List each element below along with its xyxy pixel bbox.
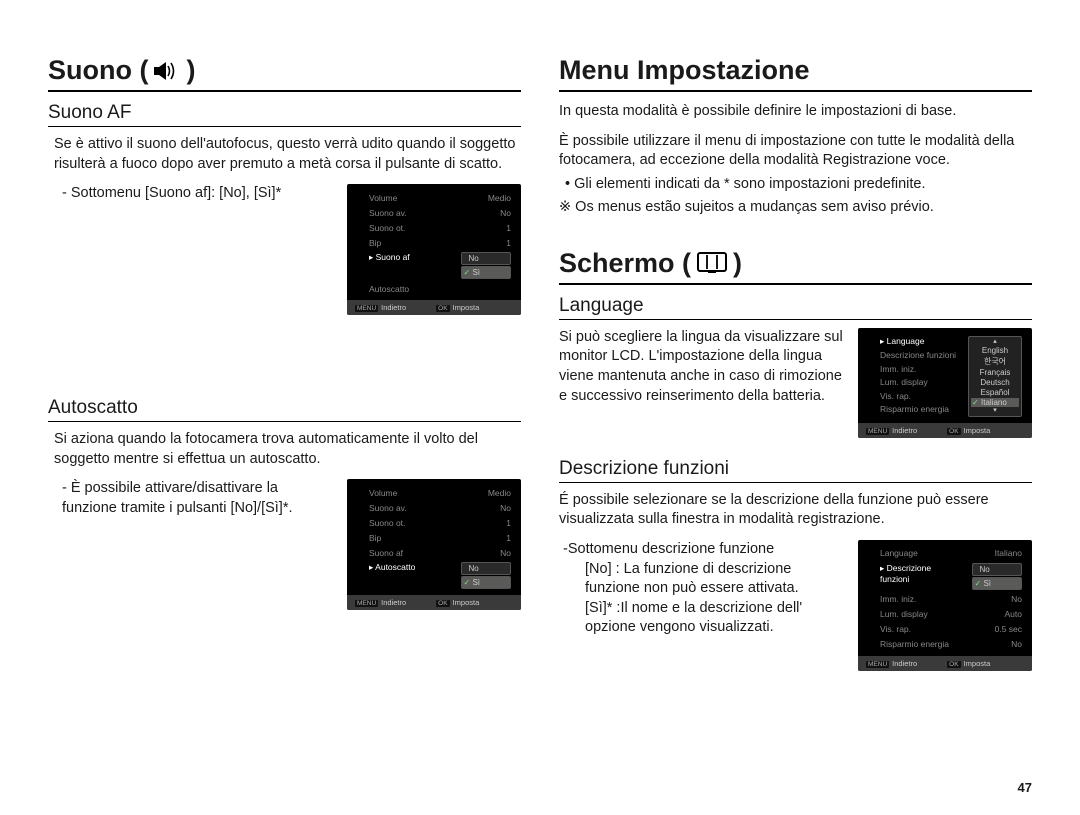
heading-schermo: Schermo ( ): [559, 248, 1032, 285]
descr-no: [No] : La funzione di descrizione funzio…: [559, 560, 844, 599]
sound-af-active: ▸ Suono af: [369, 252, 410, 263]
h1-text: Suono (: [48, 55, 148, 86]
menu-note: ※ Os menus estão sujeitos a mudanças sem…: [559, 198, 1032, 218]
descr-si: [Sì]* :Il nome e la descrizione dell' op…: [559, 599, 844, 638]
descr-sub-title: -Sottomenu descrizione funzione: [559, 540, 844, 560]
option-si: Sì: [972, 577, 1022, 590]
option-no: No: [972, 563, 1022, 576]
suono-af-sub: - Sottomenu [Suono af]: [No], [Sì]*: [48, 184, 333, 204]
speaker-icon: [154, 60, 180, 82]
language-body: Si può scegliere la lingua da visualizza…: [559, 328, 844, 406]
h1-close: ): [186, 55, 195, 86]
menu-body2: È possibile utilizzare il menu di impost…: [559, 132, 1032, 171]
right-column: Menu Impostazione In questa modalità è p…: [559, 55, 1032, 707]
autoscatto-active: ▸ Autoscatto: [369, 562, 415, 573]
autoscatto-body: Si aziona quando la fotocamera trova aut…: [48, 430, 521, 469]
subheading-descrizione: Descrizione funzioni: [559, 458, 1032, 483]
menu-body1: In questa modalità è possibile definire …: [559, 102, 1032, 122]
option-si: Sì: [461, 266, 511, 279]
camera-screen-descr: LanguageItaliano ▸ Descrizione funzioni …: [858, 540, 1032, 671]
subheading-autoscatto: Autoscatto: [48, 397, 521, 422]
screen-footer: MENUIndietro OKImposta: [347, 595, 521, 610]
language-dropdown: ▴ English 한국어 Français Deutsch Español I…: [968, 336, 1022, 417]
camera-screen-autoscatto: VolumeMedio Suono av.No Suono ot.1 Bip1 …: [347, 479, 521, 610]
screen-footer: MENUIndietro OKImposta: [858, 423, 1032, 438]
autoscatto-sub: - È possibile attivare/disattivare la fu…: [48, 479, 333, 518]
lang-active: ▸ Language: [880, 336, 956, 347]
lang-selected: Italiano: [971, 398, 1019, 407]
screen-footer: MENUIndietro OKImposta: [347, 300, 521, 315]
heading-suono: Suono ( ): [48, 55, 521, 92]
option-no: No: [461, 562, 511, 575]
descr-body: É possibile selezionare se la descrizion…: [559, 491, 1032, 530]
screen-footer: MENUIndietro OKImposta: [858, 656, 1032, 671]
option-no: No: [461, 252, 511, 265]
menu-bullet: • Gli elementi indicati da * sono impost…: [559, 175, 1032, 195]
left-column: Suono ( ) Suono AF Se è attivo il suono …: [48, 55, 521, 707]
option-si: Sì: [461, 576, 511, 589]
suono-af-body: Se è attivo il suono dell'autofocus, que…: [48, 135, 521, 174]
page-number: 47: [1018, 780, 1032, 795]
subheading-language: Language: [559, 295, 1032, 320]
monitor-icon: [697, 252, 727, 274]
camera-screen-language: ▸ Language Descrizione funzioni Imm. ini…: [858, 328, 1032, 438]
descr-active: ▸ Descrizione funzioni: [880, 563, 954, 584]
camera-screen-sound-af: VolumeMedio Suono av.No Suono ot.1 Bip1 …: [347, 184, 521, 315]
heading-menu-impostazione: Menu Impostazione: [559, 55, 1032, 92]
subheading-suono-af: Suono AF: [48, 102, 521, 127]
